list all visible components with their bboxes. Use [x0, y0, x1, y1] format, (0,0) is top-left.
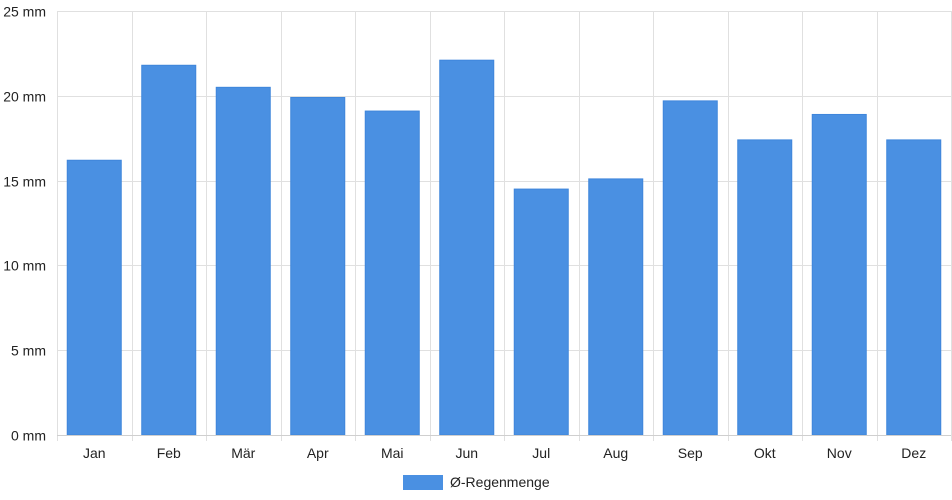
x-tick-label: Mai	[381, 445, 404, 461]
x-tick-label: Dez	[901, 445, 926, 461]
legend-swatch	[403, 475, 443, 490]
legend[interactable]: Ø-Regenmenge	[403, 474, 550, 490]
y-tick-label: 15 mm	[3, 174, 46, 190]
bar-mär[interactable]	[215, 86, 271, 436]
y-tick-label: 5 mm	[11, 343, 46, 359]
bar-dez[interactable]	[886, 139, 942, 436]
legend-label: Ø-Regenmenge	[450, 474, 550, 490]
bar-apr[interactable]	[290, 96, 346, 436]
x-tick-label: Okt	[754, 445, 776, 461]
x-tick-label: Jan	[83, 445, 106, 461]
x-tick-label: Nov	[827, 445, 852, 461]
bar-aug[interactable]	[588, 178, 644, 436]
x-tick-label: Feb	[157, 445, 181, 461]
bar-jul[interactable]	[513, 188, 569, 436]
y-tick-label: 20 mm	[3, 89, 46, 105]
bar-jun[interactable]	[439, 59, 495, 436]
y-tick-label: 25 mm	[3, 4, 46, 20]
bar-jan[interactable]	[66, 159, 122, 436]
bar-mai[interactable]	[364, 110, 420, 436]
x-tick-label: Jun	[455, 445, 478, 461]
x-tick-label: Jul	[532, 445, 550, 461]
x-tick-label: Mär	[231, 445, 255, 461]
bar-sep[interactable]	[662, 100, 718, 436]
y-tick-label: 0 mm	[11, 428, 46, 444]
grid-layer	[57, 11, 952, 441]
bars-layer	[66, 59, 942, 436]
bar-okt[interactable]	[737, 139, 793, 436]
axis-layer: 0 mm 5 mm 10 mm 15 mm 20 mm 25 mm Jan Feb Mär Apr…	[3, 4, 951, 461]
x-tick-label: Aug	[603, 445, 628, 461]
x-tick-label: Sep	[678, 445, 703, 461]
bar-nov[interactable]	[811, 113, 867, 436]
x-tick-label: Apr	[307, 445, 329, 461]
bar-feb[interactable]	[141, 64, 197, 436]
y-tick-label: 10 mm	[3, 258, 46, 274]
